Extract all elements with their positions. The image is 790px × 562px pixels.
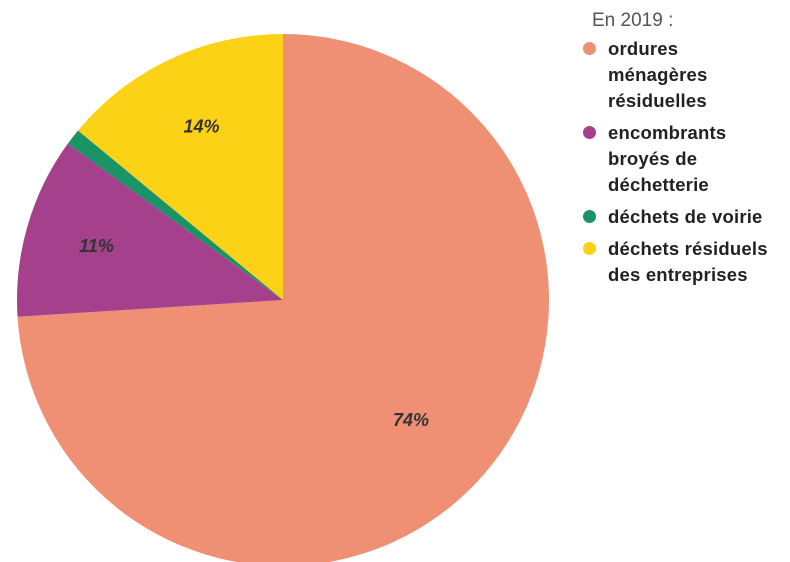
pie-slice: [17, 34, 549, 562]
legend-title: En 2019 :: [592, 10, 674, 31]
legend-swatch-icon: [583, 210, 596, 223]
legend-label: déchets résiduels des entreprises: [608, 238, 768, 285]
legend-label: encombrants broyés de déchetterie: [608, 122, 727, 195]
legend-swatch-icon: [583, 42, 596, 55]
pie-slice-labels: 74% 11% 14%: [79, 117, 429, 430]
pie-slices: [16, 34, 549, 562]
legend-label: ordures ménagères résiduelles: [608, 38, 708, 111]
pie-slice-label: 14%: [183, 117, 219, 137]
pie-slice-label: 11%: [79, 236, 114, 256]
legend-item-ordures: ordures ménagères résiduelles: [583, 36, 788, 114]
legend-item-encombrants: encombrants broyés de déchetterie: [583, 120, 788, 198]
legend-swatch-icon: [583, 126, 596, 139]
legend-item-voirie: déchets de voirie: [583, 204, 788, 230]
legend: ordures ménagères résiduelles encombrant…: [583, 36, 788, 294]
legend-swatch-icon: [583, 242, 596, 255]
legend-item-entreprises: déchets résiduels des entreprises: [583, 236, 788, 288]
pie-slice: [78, 34, 283, 300]
pie-slice-label: 74%: [393, 410, 429, 430]
legend-label: déchets de voirie: [608, 206, 763, 227]
pie-slice: [16, 143, 283, 317]
pie-slice: [67, 130, 283, 300]
